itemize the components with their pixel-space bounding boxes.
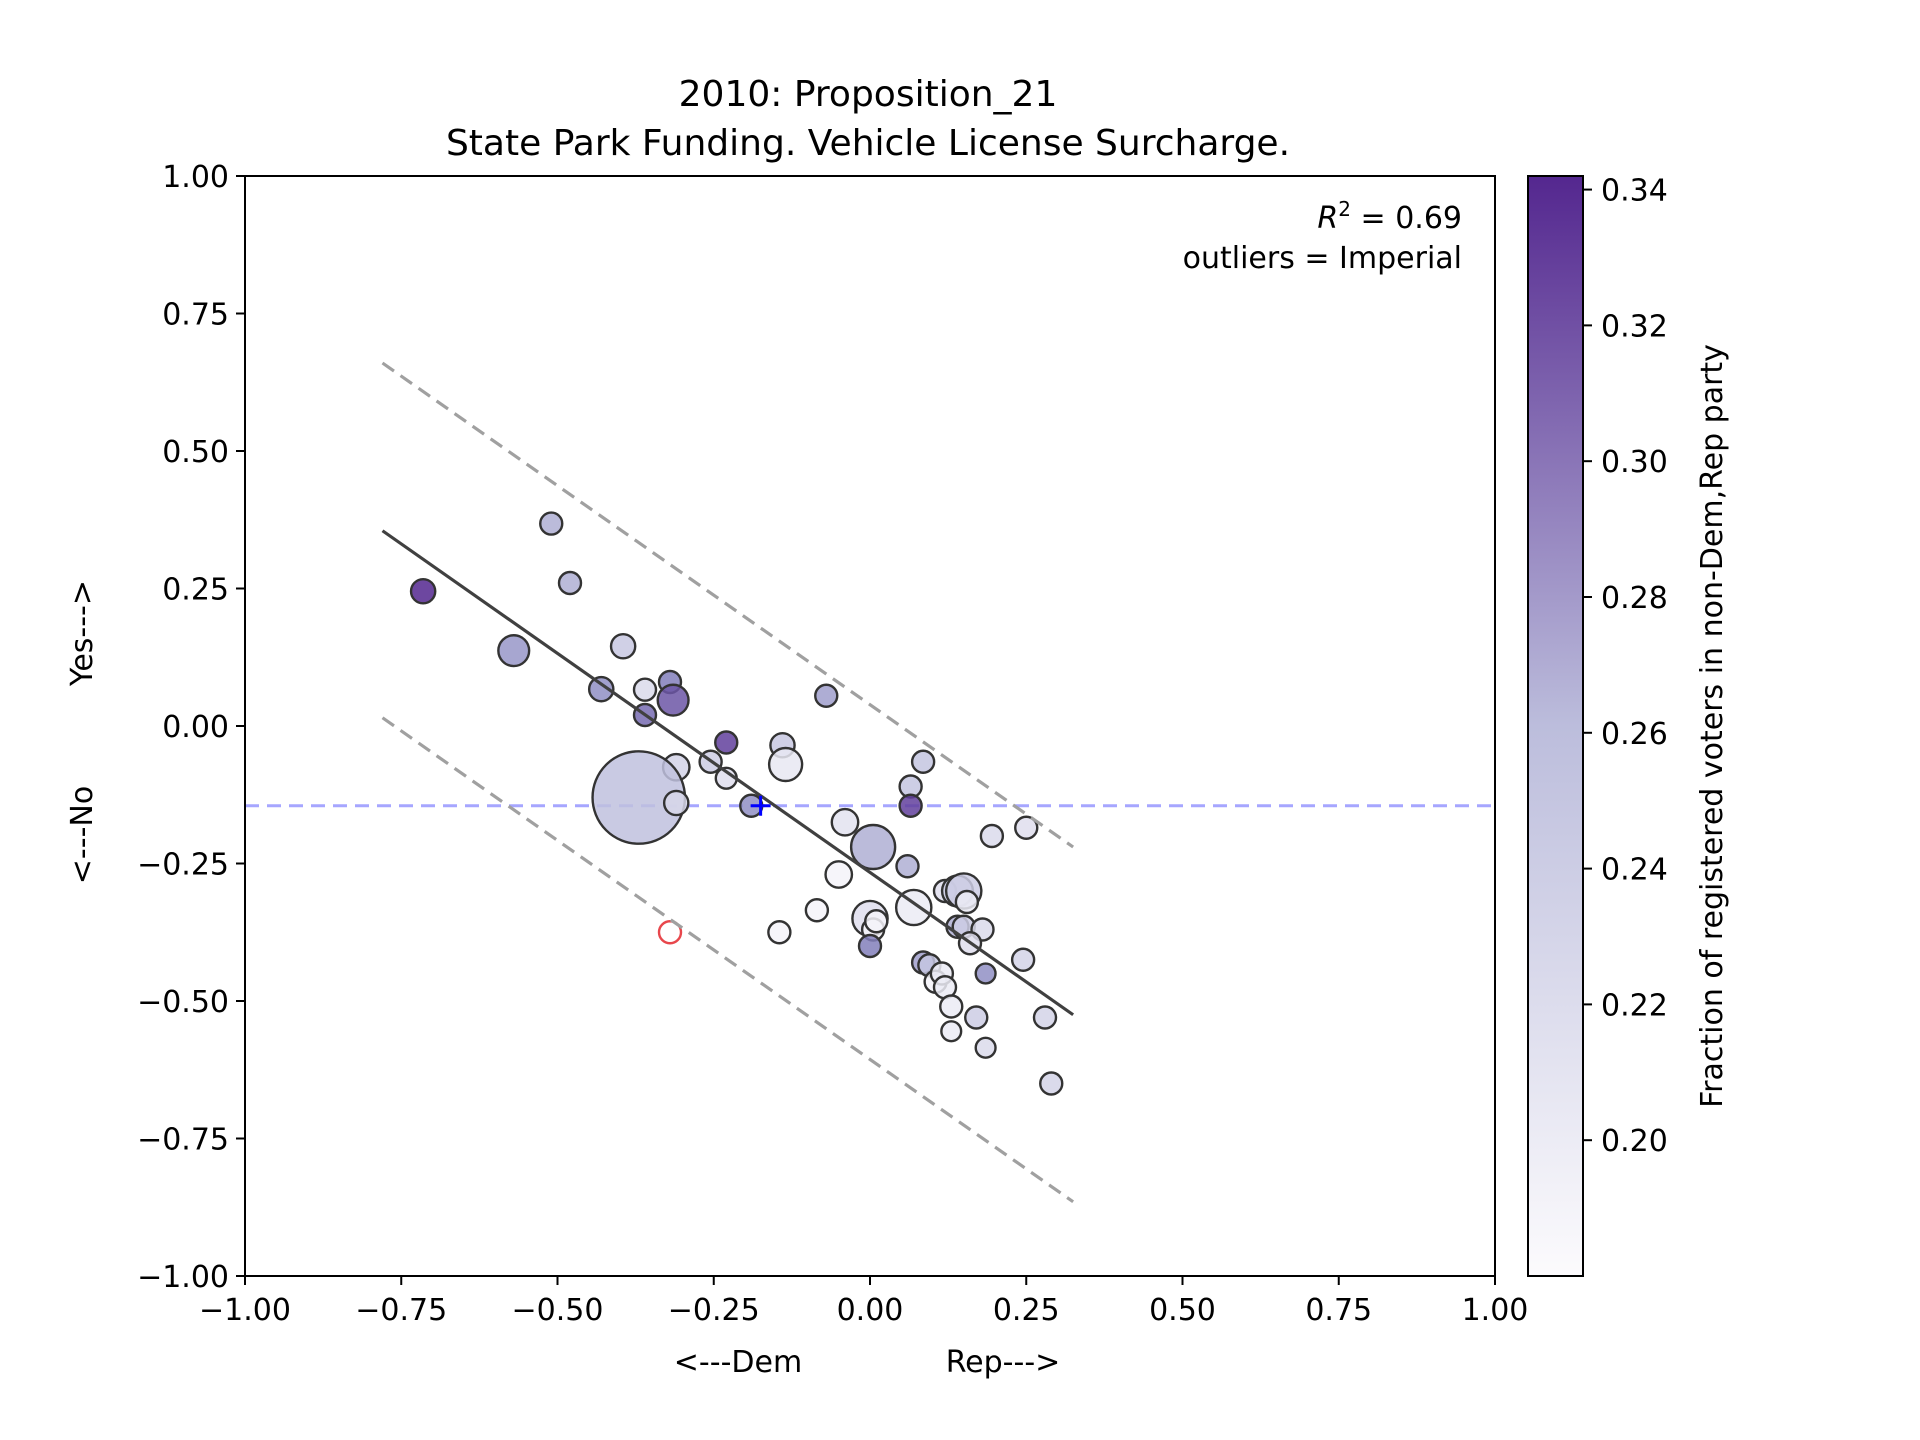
x-tick-label: −0.75 <box>355 1293 447 1328</box>
data-point <box>1032 1005 1058 1030</box>
data-point <box>939 994 964 1019</box>
y-tick-label: −1.00 <box>137 1260 229 1295</box>
data-point <box>857 933 883 959</box>
data-point <box>1010 947 1036 972</box>
colorbar-label: Fraction of registered voters in non-Dem… <box>1695 344 1730 1108</box>
data-point <box>767 746 804 783</box>
x-tick-label: 0.75 <box>1305 1293 1372 1328</box>
x-axis-label-left: <---Dem <box>674 1345 802 1380</box>
y-tick-label: −0.50 <box>137 985 229 1020</box>
chart-title: 2010: Proposition_21 <box>679 74 1058 115</box>
data-point <box>898 793 923 818</box>
x-tick-label: −1.00 <box>199 1293 291 1328</box>
colorbar-tick-label: 0.20 <box>1601 1124 1668 1159</box>
data-point <box>609 632 637 660</box>
data-point <box>964 1005 989 1030</box>
data-point <box>895 854 920 879</box>
data-point <box>539 511 564 536</box>
data-point <box>632 677 658 702</box>
data-point <box>814 683 839 708</box>
data-point <box>954 889 980 915</box>
x-tick-label: −0.50 <box>512 1293 604 1328</box>
x-axis-label-right: Rep---> <box>946 1345 1061 1380</box>
data-point <box>974 1036 997 1059</box>
y-tick-label: 0.00 <box>162 710 229 745</box>
colorbar-tick-label: 0.30 <box>1601 445 1668 480</box>
data-point <box>940 1020 963 1043</box>
x-tick-label: 0.25 <box>993 1293 1060 1328</box>
data-point <box>979 823 1005 849</box>
data-point <box>804 898 830 923</box>
fit-line <box>381 529 1075 1017</box>
band-lower-line <box>381 716 1075 1204</box>
colorbar-tick-label: 0.32 <box>1601 309 1668 344</box>
colorbar-tick-label: 0.24 <box>1601 853 1668 888</box>
x-axis: −1.00 −0.75 −0.50 −0.25 0.00 0.25 0.50 0.75 1.00 <box>199 1276 1528 1328</box>
outliers-annotation: outliers = Imperial <box>1183 241 1462 276</box>
data-point <box>662 789 690 817</box>
data-point <box>656 683 690 717</box>
y-axis: −1.00 −0.75 −0.50 −0.25 0.00 0.25 0.50 0.75 1.00 <box>137 160 245 1295</box>
colorbar-tick-label: 0.22 <box>1601 988 1668 1023</box>
data-point <box>824 860 854 889</box>
y-tick-label: −0.25 <box>137 848 229 883</box>
r2-exponent: 2 <box>1338 197 1351 221</box>
data-point <box>974 962 997 985</box>
y-axis-label-top: Yes---> <box>65 580 100 687</box>
data-point <box>849 823 897 871</box>
plot-area <box>245 176 1495 1276</box>
x-tick-label: 0.50 <box>1149 1293 1216 1328</box>
r2-symbol: R <box>1317 201 1338 236</box>
y-tick-label: 1.00 <box>162 160 229 195</box>
r2-value: = 0.69 <box>1351 201 1462 236</box>
data-point <box>1039 1071 1064 1096</box>
y-tick-label: 0.50 <box>162 435 229 470</box>
colorbar-tick-label: 0.34 <box>1601 174 1668 209</box>
data-point <box>587 675 615 703</box>
chart-subtitle: State Park Funding. Vehicle License Surc… <box>446 123 1290 164</box>
y-tick-label: 0.25 <box>162 573 229 608</box>
outlier-point <box>657 920 683 945</box>
colorbar-tick-label: 0.28 <box>1601 581 1668 616</box>
data-point <box>830 807 860 837</box>
band-upper-line <box>381 361 1075 849</box>
data-point <box>409 577 437 605</box>
x-tick-label: 0.00 <box>837 1293 904 1328</box>
colorbar-ticks: 0.20 0.22 0.24 0.26 0.28 0.30 0.32 0.34 <box>1583 174 1668 1159</box>
colorbar-tick-label: 0.26 <box>1601 717 1668 752</box>
x-tick-label: −0.25 <box>668 1293 760 1328</box>
y-tick-label: 0.75 <box>162 298 229 333</box>
data-point <box>1014 815 1039 840</box>
colorbar-gradient <box>1527 175 1584 1277</box>
x-tick-label: 1.00 <box>1462 1293 1529 1328</box>
scatter-points <box>409 511 1064 1096</box>
data-point <box>910 749 936 774</box>
data-point <box>714 730 739 755</box>
data-point <box>497 634 531 668</box>
data-point <box>767 920 792 945</box>
y-tick-label: −0.75 <box>137 1123 229 1158</box>
y-axis-label-bottom: <---No <box>65 786 100 884</box>
r2-annotation: R2 = 0.69 <box>1317 197 1462 236</box>
reference-marker <box>750 795 771 816</box>
data-point <box>557 570 583 596</box>
colorbar <box>1527 175 1584 1277</box>
plot-background <box>245 176 1495 1276</box>
data-point <box>864 909 889 934</box>
fit-lines <box>381 361 1075 1204</box>
